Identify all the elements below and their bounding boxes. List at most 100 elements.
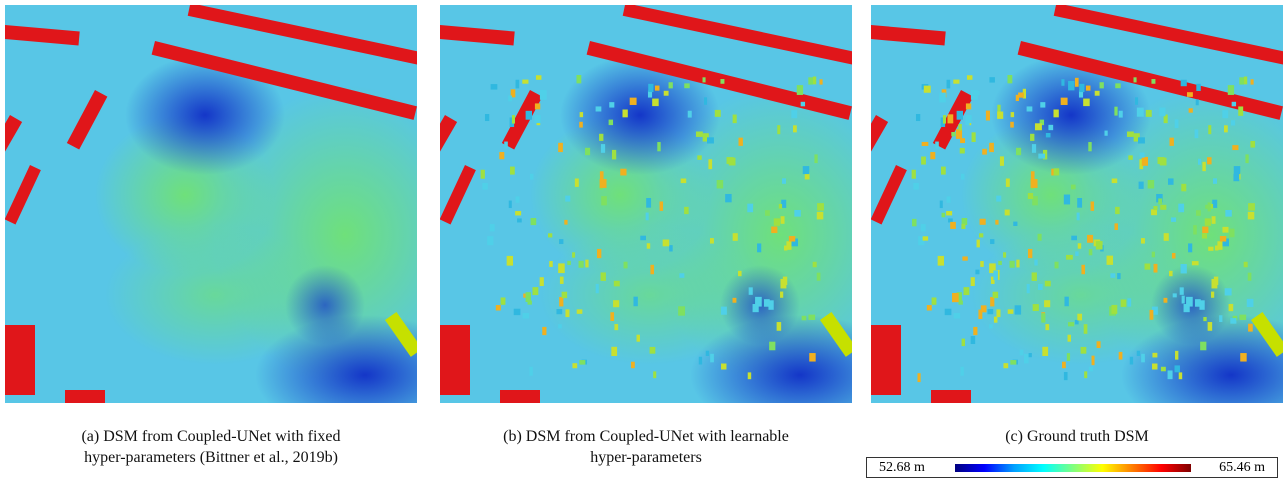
building-dot xyxy=(1239,315,1246,320)
building-dot xyxy=(526,292,531,302)
building-dot xyxy=(610,312,614,321)
building-dot xyxy=(947,196,951,202)
building-dot xyxy=(669,245,672,251)
building-dot xyxy=(1188,243,1192,252)
building-dot xyxy=(1152,353,1157,358)
building-dot xyxy=(980,261,983,267)
building-dot xyxy=(975,270,979,275)
building-dot xyxy=(1061,79,1064,86)
building-dot xyxy=(973,327,977,335)
building-dot xyxy=(559,297,563,306)
building-dot xyxy=(765,210,770,216)
building-dot xyxy=(1198,159,1201,165)
building-dot xyxy=(624,262,628,269)
building-dot xyxy=(980,219,986,225)
building-dot xyxy=(1202,227,1208,234)
building-dot xyxy=(1212,279,1218,288)
building-dot xyxy=(1161,367,1166,371)
building-dot xyxy=(1211,292,1214,298)
building-dot xyxy=(755,297,762,307)
building-dot xyxy=(721,307,727,315)
building-dot xyxy=(1010,261,1015,268)
building-dot xyxy=(601,144,605,153)
building-dot xyxy=(803,166,810,174)
building-dot xyxy=(669,82,673,88)
building-dot xyxy=(1202,233,1207,238)
building-dot xyxy=(912,170,916,179)
building-dot xyxy=(1018,92,1024,97)
building-dot xyxy=(808,77,813,84)
building-dot xyxy=(531,218,537,225)
building-dot xyxy=(1175,351,1178,360)
building-dot xyxy=(958,124,961,131)
building-dot xyxy=(579,261,584,268)
building-dot xyxy=(1181,264,1187,273)
building-dot xyxy=(565,309,569,317)
building-dot xyxy=(802,316,807,321)
building-dot xyxy=(496,305,501,310)
building-dot xyxy=(947,80,951,89)
building-dot xyxy=(993,292,999,298)
building-dot xyxy=(542,327,546,335)
building-dot xyxy=(558,263,565,273)
building-dot xyxy=(789,236,795,242)
building-dot xyxy=(1196,210,1201,216)
building-dot xyxy=(972,132,976,142)
building-dot xyxy=(809,353,815,361)
building-dot xyxy=(1110,273,1115,278)
building-dot xyxy=(487,236,493,245)
building-dot xyxy=(1062,362,1066,369)
building-dot xyxy=(556,309,562,314)
building-dot xyxy=(1034,259,1037,265)
building-dot xyxy=(1172,253,1176,259)
building-dot xyxy=(1008,309,1014,313)
building-dot xyxy=(1135,97,1138,104)
building-dot xyxy=(485,114,489,121)
building-dot xyxy=(579,122,583,128)
building-dot xyxy=(1213,178,1217,183)
building-dot xyxy=(512,115,515,123)
building-dot xyxy=(1115,207,1120,214)
building-dot xyxy=(1239,77,1244,84)
building-dot xyxy=(650,347,656,354)
building-dot xyxy=(717,180,724,188)
building-dot xyxy=(764,299,770,307)
building-dot xyxy=(560,277,564,284)
building-dot xyxy=(808,315,815,320)
building-dot xyxy=(652,99,659,107)
building-dot xyxy=(1232,102,1236,106)
building-dot xyxy=(585,148,590,155)
building-dot xyxy=(916,114,920,121)
building-dot xyxy=(585,260,588,268)
building-dot xyxy=(924,86,931,93)
building-dot xyxy=(727,157,734,164)
building-dot xyxy=(989,143,994,152)
building-dot xyxy=(1187,92,1193,97)
building-dot xyxy=(1233,174,1239,181)
building-dot xyxy=(600,179,607,188)
building-dot xyxy=(647,243,650,248)
building-dot xyxy=(549,261,552,267)
building-dot xyxy=(1127,298,1131,306)
building-dot xyxy=(757,243,761,252)
building-dot xyxy=(935,142,939,149)
building-dot xyxy=(996,309,1000,317)
building-dot xyxy=(1220,236,1226,242)
building-dot xyxy=(1137,351,1140,356)
building-dot xyxy=(1150,310,1154,320)
building-dot xyxy=(1030,134,1034,141)
building-dot xyxy=(609,120,613,126)
building-dot xyxy=(540,90,547,100)
building-dot xyxy=(1169,271,1173,276)
building-dot xyxy=(995,220,998,225)
building-dot xyxy=(994,317,998,323)
building-dot xyxy=(1152,363,1157,369)
building-dot xyxy=(1159,108,1165,117)
building-dot xyxy=(517,218,522,222)
building-dot xyxy=(1003,252,1006,257)
building-dot xyxy=(579,360,585,365)
building-dot xyxy=(771,227,777,234)
building-dot xyxy=(630,98,637,105)
building-dot xyxy=(707,137,714,143)
building-dot xyxy=(1111,305,1117,314)
